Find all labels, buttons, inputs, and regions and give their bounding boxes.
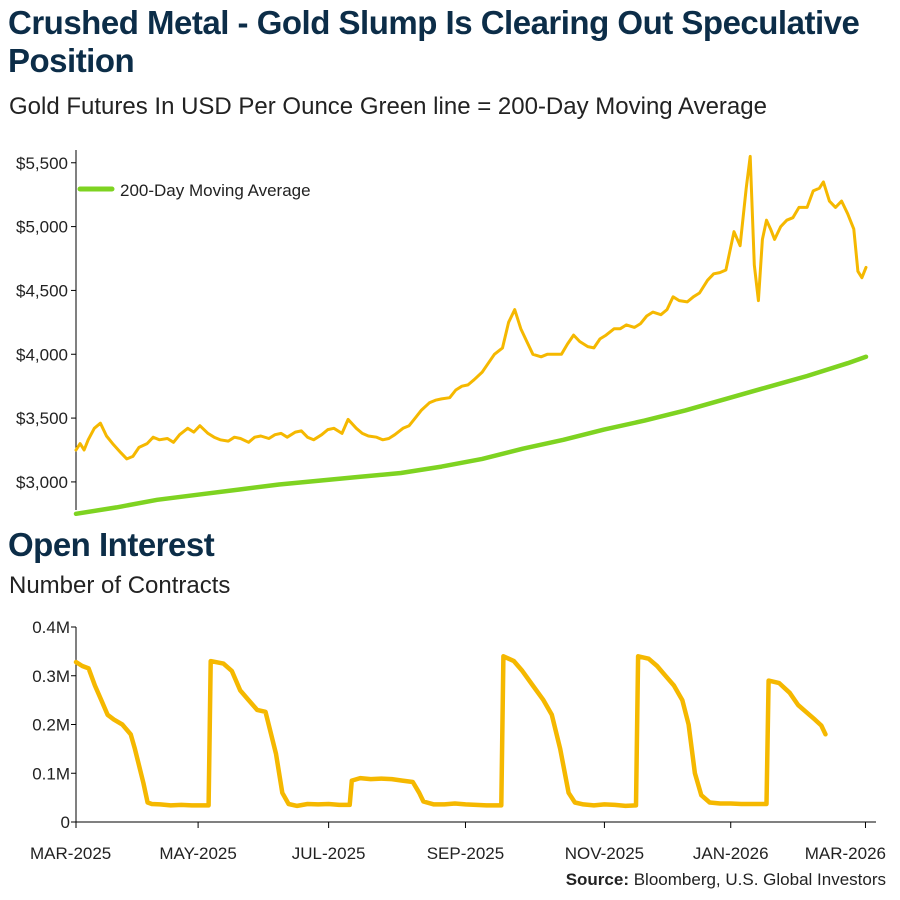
chart-subtitle: Gold Futures In USD Per Ounce Green line… — [9, 93, 767, 120]
open-interest-subtitle: Number of Contracts — [9, 572, 231, 599]
oi-x-tick-label: JAN-2026 — [693, 844, 769, 863]
price-y-tick-label: $5,000 — [16, 218, 68, 237]
open-interest-title: Open Interest — [8, 526, 215, 563]
source-note: Source: Bloomberg, U.S. Global Investors — [566, 870, 886, 890]
legend-label: 200-Day Moving Average — [120, 181, 311, 200]
source-label: Source: — [565, 870, 629, 889]
open-interest-chart: 0 0.1M 0.2M 0.3M 0.4M MAR-2025 MAY-2025 JUL-202… — [30, 618, 886, 863]
price-y-tick-label: $4,000 — [16, 345, 68, 364]
price-y-tick-label: $3,000 — [16, 473, 68, 492]
moving-average-line — [73, 354, 869, 517]
price-y-axis: $3,000 $3,500 $4,000 $4,500 $5,000 $5,500 — [16, 150, 77, 510]
price-y-tick-label: $5,500 — [16, 154, 68, 173]
price-y-tick-label: $4,500 — [16, 281, 68, 300]
price-y-tick-label: $3,500 — [16, 409, 68, 428]
oi-y-tick-label: 0 — [61, 813, 70, 832]
oi-y-tick-label: 0.2M — [32, 716, 70, 735]
oi-y-tick-label: 0.1M — [32, 764, 70, 783]
oi-y-tick-label: 0.4M — [32, 618, 70, 637]
chart-legend: 200-Day Moving Average — [77, 181, 311, 200]
gold-price-chart: $3,000 $3,500 $4,000 $4,500 $5,000 $5,500 200… — [16, 150, 869, 517]
oi-x-tick-label: MAY-2025 — [159, 844, 237, 863]
oi-x-tick-label: MAR-2026 — [805, 844, 886, 863]
source-text: Bloomberg, U.S. Global Investors — [633, 870, 886, 889]
gold-price-line — [74, 154, 868, 461]
chart-title: Crushed Metal - Gold Slump Is Clearing O… — [8, 4, 860, 79]
oi-x-tick-label: SEP-2025 — [427, 844, 505, 863]
oi-axes: 0 0.1M 0.2M 0.3M 0.4M MAR-2025 MAY-2025 JUL-202… — [30, 618, 886, 863]
price-plot-area — [73, 154, 869, 517]
oi-x-tick-label: NOV-2025 — [565, 844, 644, 863]
oi-x-tick-label: MAR-2025 — [30, 844, 111, 863]
oi-x-tick-label: JUL-2025 — [292, 844, 366, 863]
oi-plot-area — [73, 654, 828, 809]
oi-y-tick-label: 0.3M — [32, 667, 70, 686]
open-interest-line — [73, 654, 828, 809]
